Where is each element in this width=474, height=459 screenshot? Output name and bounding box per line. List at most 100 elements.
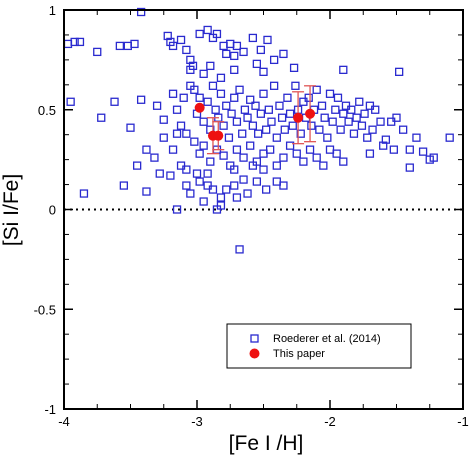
roederer-point [230, 93, 239, 102]
roederer-point [252, 177, 262, 186]
roederer-point [222, 49, 231, 59]
roederer-point [392, 113, 401, 122]
roederer-point [230, 51, 239, 61]
roederer-point [339, 109, 348, 118]
roederer-point [252, 59, 262, 69]
roederer-point [363, 133, 372, 142]
roederer-point [336, 125, 345, 134]
roederer-point [203, 169, 212, 178]
roederer-point [199, 197, 208, 206]
roederer-point [320, 113, 329, 122]
roederer-point [259, 89, 268, 98]
y-tick-label: -0.5 [34, 302, 56, 317]
roederer-point [232, 193, 242, 202]
roederer-point [216, 201, 226, 210]
roederer-point [176, 35, 186, 45]
roederer-point [216, 89, 226, 98]
roederer-point [63, 39, 73, 49]
roederer-point [235, 85, 244, 94]
roederer-point [136, 95, 146, 104]
roederer-point [172, 205, 182, 214]
roederer-point [123, 41, 132, 51]
roederer-point [445, 133, 454, 142]
roederer-point [66, 97, 75, 106]
roederer-point [360, 109, 369, 118]
roederer-point [256, 45, 265, 55]
roederer-point [251, 101, 260, 110]
legend-entry-roederer: Roederer et al. (2014) [273, 333, 381, 345]
roederer-point [132, 161, 142, 170]
roederer-point [259, 67, 268, 76]
roederer-point [222, 101, 231, 110]
roederer-point [199, 69, 208, 78]
roederer-point [159, 115, 168, 124]
roederer-point [240, 105, 250, 114]
roederer-point [232, 41, 242, 51]
roederer-point [263, 35, 272, 45]
roederer-point [269, 55, 279, 65]
roederer-point [259, 165, 268, 174]
y-tick-label: 1 [49, 3, 56, 18]
legend-open-square-icon [250, 334, 259, 343]
roederer-point [371, 105, 380, 114]
y-tick-label: -1 [44, 402, 56, 417]
roederer-point [182, 181, 191, 190]
roederer-point [272, 161, 281, 170]
roederer-point [325, 89, 335, 98]
roederer-point [216, 73, 226, 82]
roederer-point [275, 101, 284, 110]
roederer-point [168, 41, 178, 51]
x-tick-label: -4 [58, 414, 70, 429]
roederer-point [172, 105, 182, 114]
roederer-point [168, 89, 178, 98]
roederer-point [279, 153, 288, 162]
roederer-point [265, 145, 275, 154]
roederer-point [239, 47, 248, 57]
roederer-point [418, 147, 428, 156]
roederer-point [110, 97, 119, 106]
roederer-point [186, 55, 195, 65]
roederer-point [344, 117, 353, 126]
roederer-point [195, 149, 204, 158]
roederer-point [150, 153, 159, 162]
roederer-point [195, 29, 204, 39]
roederer-point [312, 153, 321, 162]
roederer-point [232, 117, 242, 126]
roederer-point [226, 39, 235, 49]
roederer-point [272, 133, 281, 142]
roederer-point [368, 125, 377, 134]
roederer-point [405, 145, 414, 154]
x-tick-label: -2 [324, 414, 336, 429]
roederer-point [347, 105, 356, 114]
axes-layer: -4 -3 -2 -1 -1 -0.5 0 0.5 1 [34, 3, 469, 429]
roederer-point [199, 141, 208, 150]
roederer-point [312, 85, 321, 94]
roederer-point [206, 157, 215, 166]
roederer-point [186, 65, 195, 74]
roederer-point [272, 177, 281, 186]
roederer-point [339, 65, 348, 74]
roederer-point [232, 145, 242, 154]
legend: Roederer et al. (2014) This paper [226, 323, 412, 369]
roederer-point [339, 157, 348, 166]
roederer-point [305, 145, 315, 154]
roederer-point [155, 169, 164, 178]
roederer-point [292, 149, 301, 158]
roederer-point [412, 133, 421, 142]
roederer-point [119, 181, 128, 190]
roederer-point [280, 125, 289, 134]
roederer-point [296, 129, 305, 138]
roederer-point [259, 149, 268, 158]
roederer-point [93, 47, 102, 57]
roederer-point [248, 121, 258, 130]
roederer-point [279, 181, 288, 190]
roederer-point [315, 125, 324, 134]
roederer-point [203, 25, 212, 35]
roederer-point [230, 165, 239, 174]
roederer-point [246, 141, 255, 150]
roederer-point [395, 67, 404, 76]
roederer-point [248, 161, 258, 170]
this-paper-point [293, 112, 304, 123]
this-paper-point [305, 108, 316, 119]
roederer-point [304, 93, 313, 102]
